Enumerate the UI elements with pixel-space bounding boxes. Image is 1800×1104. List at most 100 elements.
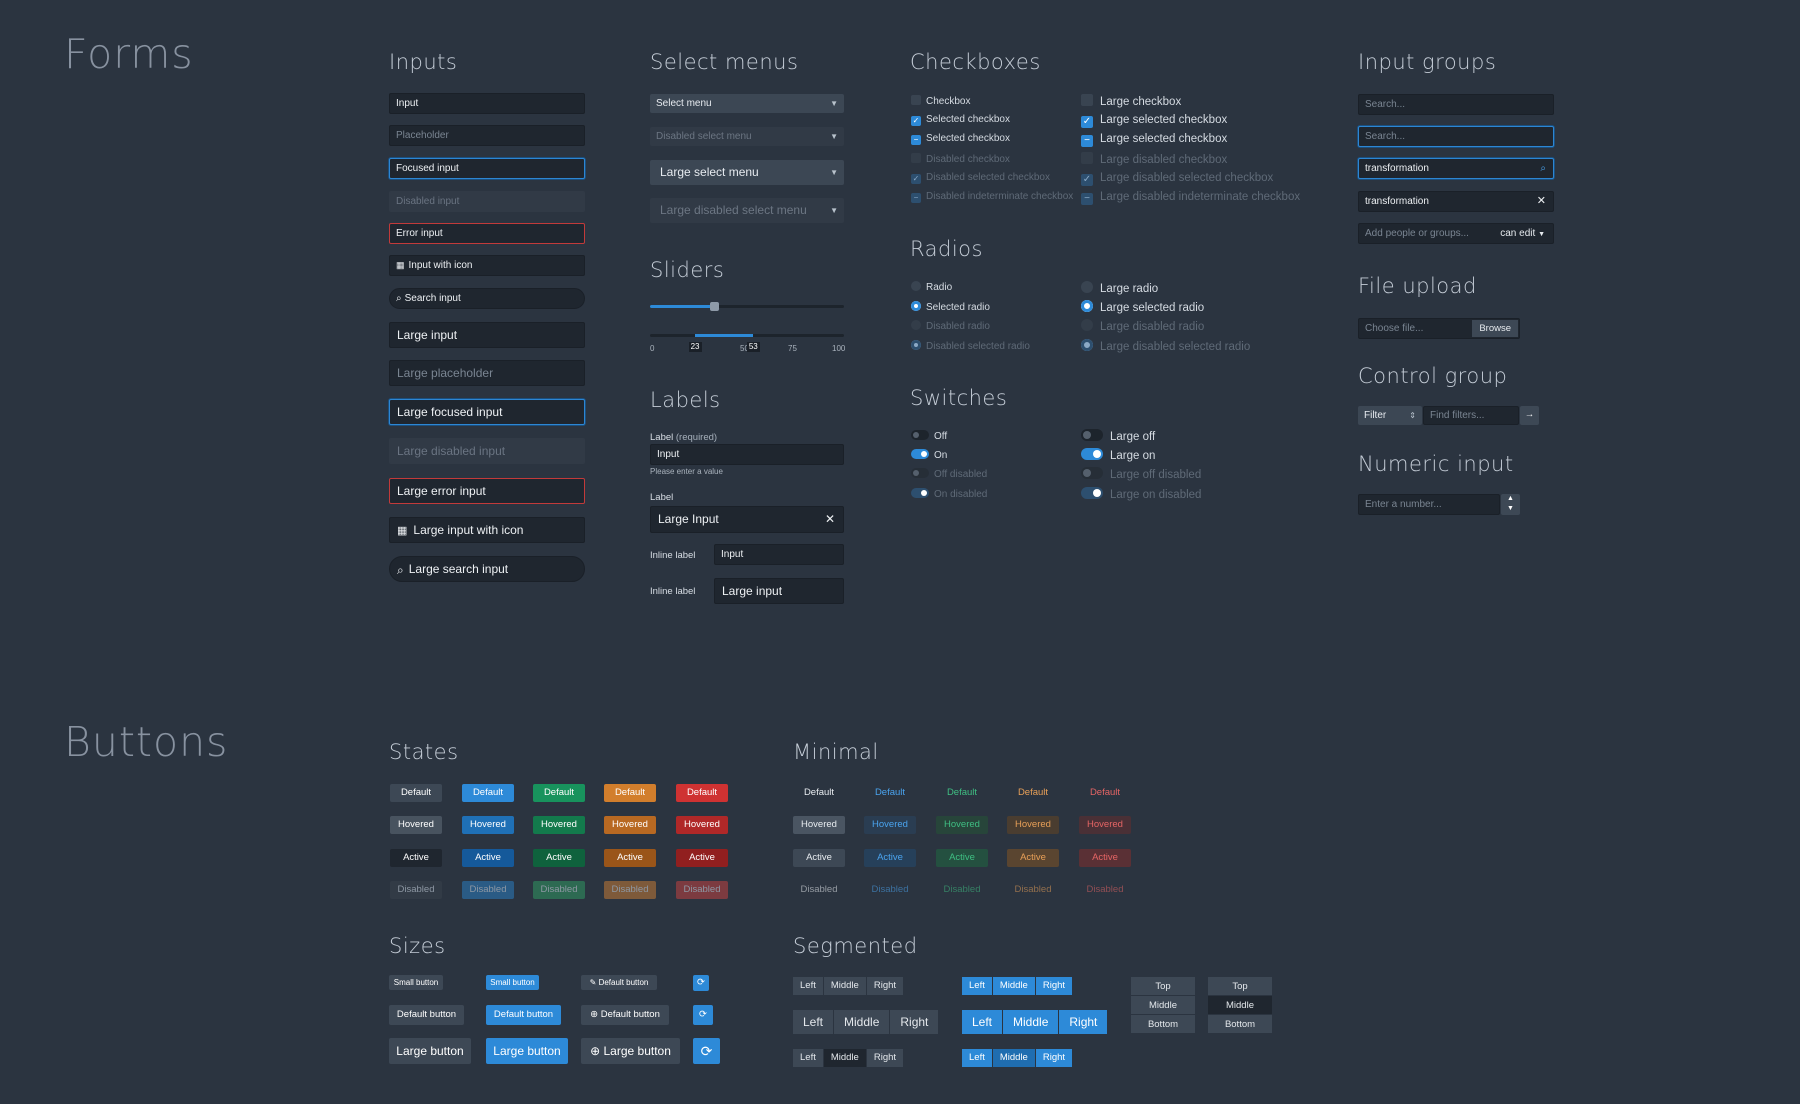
small-button[interactable]: Small button — [389, 975, 443, 990]
switch-off[interactable]: Off — [911, 430, 947, 443]
permission-select[interactable]: can edit ▼ — [1500, 224, 1545, 243]
large-icon-button[interactable]: ⊕ Large button — [581, 1038, 680, 1064]
g-active-button[interactable]: Active — [390, 849, 442, 867]
r-default-button[interactable]: Default — [676, 784, 728, 802]
default-button[interactable]: Default button — [389, 1005, 464, 1025]
seg-bottom[interactable]: Bottom — [1131, 1015, 1195, 1034]
seg-left[interactable]: Left — [793, 1010, 835, 1034]
refresh-icon[interactable]: ⟳ — [693, 1038, 720, 1064]
large-search-input[interactable]: ⌕ Large search input — [389, 556, 585, 582]
select-menu[interactable]: Select menu ▼ — [650, 94, 844, 113]
seg-left[interactable]: Left — [962, 1010, 1004, 1034]
minimal-active-button-3[interactable]: Active — [1007, 849, 1059, 867]
gr-active-button[interactable]: Active — [533, 849, 585, 867]
large-select-menu[interactable]: Large select menu ▼ — [650, 160, 844, 185]
checkbox-indeterminate[interactable]: − Selected checkbox — [911, 133, 1010, 145]
close-icon[interactable]: ✕ — [824, 512, 835, 526]
seg-top[interactable]: Top — [1208, 977, 1272, 996]
filter-select[interactable]: Filter ⇕ — [1358, 406, 1422, 425]
seg-left[interactable]: Left — [962, 977, 993, 995]
segmented-primary-small[interactable]: Left Middle Right — [962, 977, 1074, 995]
browse-button[interactable]: Browse — [1472, 320, 1518, 337]
seg-left[interactable]: Left — [962, 1049, 993, 1067]
large-switch-on[interactable]: Large on — [1081, 448, 1155, 463]
seg-right[interactable]: Right — [866, 1049, 905, 1067]
radio[interactable]: Radio — [911, 281, 952, 294]
refresh-icon[interactable]: ⟳ — [693, 1005, 713, 1025]
gr-default-button[interactable]: Default — [533, 784, 585, 802]
find-filters-input[interactable]: Find filters... — [1423, 406, 1519, 425]
input-group-search[interactable]: Search... — [1358, 94, 1554, 115]
g-default-button[interactable]: Default — [390, 784, 442, 802]
arrow-right-icon[interactable]: → — [1520, 406, 1539, 425]
large-label-input[interactable]: Large Input ✕ — [650, 506, 844, 533]
segmented-vertical[interactable]: Top Middle Bottom — [1131, 977, 1195, 1034]
minimal-active-button-4[interactable]: Active — [1079, 849, 1131, 867]
gr-hovered-button[interactable]: Hovered — [533, 816, 585, 834]
checkbox[interactable]: Checkbox — [911, 95, 970, 108]
radio-selected[interactable]: Selected radio — [911, 301, 990, 314]
minimal-default-button-3[interactable]: Default — [1017, 787, 1049, 798]
numeric-stepper[interactable]: ▲ ▼ — [1501, 494, 1520, 515]
slider-handle[interactable] — [710, 302, 720, 311]
error-input[interactable]: Error input — [389, 223, 585, 244]
segmented-small[interactable]: Left Middle Right — [793, 977, 905, 995]
segmented-primary-large[interactable]: Left Middle Right — [962, 1010, 1109, 1034]
minimal-active-button-1[interactable]: Active — [864, 849, 916, 867]
r-active-button[interactable]: Active — [676, 849, 728, 867]
minimal-hovered-button-0[interactable]: Hovered — [793, 816, 845, 834]
seg-middle[interactable]: Middle — [834, 1010, 891, 1034]
chevron-up-icon[interactable]: ▲ — [1507, 495, 1514, 502]
default-icon-button[interactable]: ⊕ Default button — [581, 1005, 669, 1025]
minimal-active-button-2[interactable]: Active — [936, 849, 988, 867]
numeric-input[interactable]: Enter a number... — [1358, 494, 1500, 515]
input[interactable]: Input — [389, 93, 585, 114]
label-input[interactable]: Input — [650, 444, 844, 465]
minimal-hovered-button-3[interactable]: Hovered — [1007, 816, 1059, 834]
large-checkbox[interactable]: Large checkbox — [1081, 94, 1181, 109]
input-group-clear[interactable]: transformation ✕ — [1358, 191, 1554, 212]
large-checkbox-indeterminate[interactable]: − Large selected checkbox — [1081, 132, 1227, 147]
segmented-large[interactable]: Left Middle Right — [793, 1010, 940, 1034]
large-radio-selected[interactable]: Large selected radio — [1081, 300, 1204, 315]
seg-bottom[interactable]: Bottom — [1208, 1015, 1272, 1034]
large-switch-off[interactable]: Large off — [1081, 429, 1155, 444]
minimal-active-button-0[interactable]: Active — [793, 849, 845, 867]
minimal-hovered-button-1[interactable]: Hovered — [864, 816, 916, 834]
small-icon-button[interactable]: ✎ Default button — [581, 975, 657, 990]
file-upload-input[interactable]: Choose file... Browse — [1358, 318, 1520, 339]
small-primary-button[interactable]: Small button — [486, 975, 539, 990]
add-people-input[interactable]: Add people or groups... can edit ▼ — [1358, 223, 1554, 244]
segmented-primary-selected[interactable]: Left Middle Right — [962, 1049, 1074, 1067]
seg-middle[interactable]: Middle — [1208, 996, 1272, 1015]
seg-middle[interactable]: Middle — [823, 977, 867, 995]
seg-right[interactable]: Right — [1035, 977, 1074, 995]
seg-right[interactable]: Right — [866, 977, 905, 995]
seg-left[interactable]: Left — [793, 1049, 824, 1067]
minimal-default-button-1[interactable]: Default — [874, 787, 906, 798]
segmented-vertical-selected[interactable]: Top Middle Bottom — [1208, 977, 1272, 1034]
inline-input[interactable]: Input — [714, 544, 844, 565]
switch-on[interactable]: On — [911, 449, 947, 462]
large-error-input[interactable]: Large error input — [389, 478, 585, 504]
segmented-selected[interactable]: Left Middle Right — [793, 1049, 905, 1067]
seg-left[interactable]: Left — [793, 977, 824, 995]
minimal-hovered-button-2[interactable]: Hovered — [936, 816, 988, 834]
b-active-button[interactable]: Active — [462, 849, 514, 867]
range-handle-low-label[interactable]: 23 — [688, 342, 702, 352]
b-hovered-button[interactable]: Hovered — [462, 816, 514, 834]
large-checkbox-selected[interactable]: ✓ Large selected checkbox — [1081, 113, 1227, 128]
input-group-search-value[interactable]: transformation ⌕ — [1358, 158, 1554, 179]
g-hovered-button[interactable]: Hovered — [390, 816, 442, 834]
seg-top[interactable]: Top — [1131, 977, 1195, 996]
seg-right[interactable]: Right — [890, 1010, 940, 1034]
focused-input[interactable]: Focused input — [389, 158, 585, 179]
large-radio[interactable]: Large radio — [1081, 281, 1158, 296]
default-primary-button[interactable]: Default button — [486, 1005, 561, 1025]
b-default-button[interactable]: Default — [462, 784, 514, 802]
large-focused-input[interactable]: Large focused input — [389, 399, 585, 425]
o-default-button[interactable]: Default — [604, 784, 656, 802]
o-hovered-button[interactable]: Hovered — [604, 816, 656, 834]
inline-large-input[interactable]: Large input — [714, 578, 844, 604]
search-input[interactable]: ⌕ Search input — [389, 288, 585, 309]
